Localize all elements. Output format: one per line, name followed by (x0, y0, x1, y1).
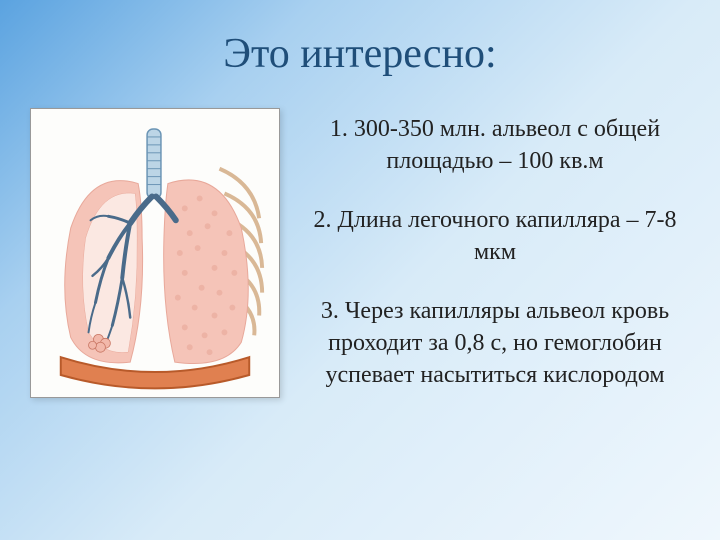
fact-item-1: 1. 300-350 млн. альвеол с общей площадью… (300, 113, 690, 178)
lungs-illustration (30, 108, 280, 398)
fact-item-3: 3. Через капилляры альвеол кровь проходи… (300, 295, 690, 392)
content-row: 1. 300-350 млн. альвеол с общей площадью… (0, 78, 720, 418)
lungs-svg (31, 109, 279, 397)
diaphragm-shape (61, 357, 249, 388)
fact-item-2: 2. Длина легочного капилляра – 7-8 мкм (300, 204, 690, 269)
facts-column: 1. 300-350 млн. альвеол с общей площадью… (300, 108, 690, 418)
page-title: Это интересно: (0, 0, 720, 78)
trachea (147, 129, 161, 198)
